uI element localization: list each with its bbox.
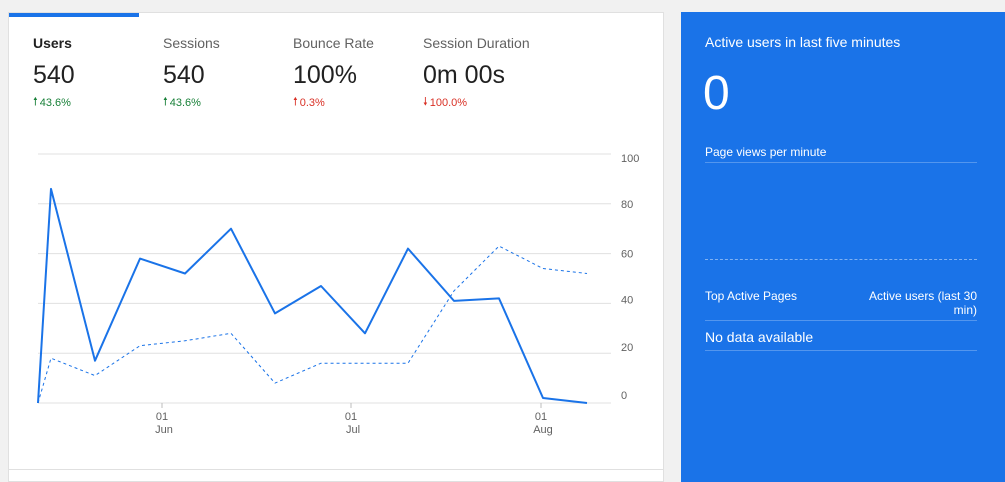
card-divider xyxy=(8,469,664,470)
metric-change: 🠕 43.6% xyxy=(163,93,220,112)
metric-value: 540 xyxy=(163,61,205,89)
pageviews-label: Page views per minute xyxy=(705,145,827,159)
active-users-count: 0 xyxy=(703,67,730,120)
x-tick-month: Aug xyxy=(533,424,553,436)
realtime-title: Active users in last five minutes xyxy=(705,34,901,50)
table-bottom-divider xyxy=(705,350,977,351)
arrow-up-icon: 🠕 xyxy=(33,96,38,108)
y-tick-label: 100 xyxy=(621,153,639,165)
metric-change: 🠗 100.0% xyxy=(423,93,530,112)
metric-label: Session Duration xyxy=(423,35,530,51)
top-pages-header: Top Active Pages xyxy=(705,289,798,303)
y-tick-label: 40 xyxy=(621,294,633,306)
metric-tab-sessions[interactable]: Sessions 540 🠕 43.6% xyxy=(163,35,220,112)
previous-period-line xyxy=(37,245,588,404)
audience-overview-card: Users 540 🠕 43.6% Sessions 540 🠕 43.6% B… xyxy=(8,12,664,482)
active-users-header: Active users (last 30 min) xyxy=(868,289,977,317)
metric-label: Sessions xyxy=(163,35,220,51)
metric-change-value: 100.0% xyxy=(429,96,468,109)
metric-tab-users[interactable]: Users 540 🠕 43.6% xyxy=(33,35,75,112)
metric-change: 🠕 43.6% xyxy=(33,93,75,112)
x-tick-day: 01 xyxy=(156,411,168,423)
realtime-card: Active users in last five minutes 0 Page… xyxy=(681,12,1005,482)
current-period-line xyxy=(37,187,588,404)
metric-value: 0m 00s xyxy=(423,61,505,89)
active-tab-indicator xyxy=(9,13,139,17)
metric-label: Users xyxy=(33,35,72,51)
metric-value: 540 xyxy=(33,61,75,89)
metric-value: 100% xyxy=(293,61,357,89)
metric-change: 🠕 0.3% xyxy=(293,93,374,112)
arrow-up-icon: 🠕 xyxy=(163,96,168,108)
no-data-message: No data available xyxy=(705,329,814,345)
metric-change-value: 0.3% xyxy=(299,96,325,109)
metric-tab-session-duration[interactable]: Session Duration 0m 00s 🠗 100.0% xyxy=(423,35,530,112)
arrow-down-icon: 🠗 xyxy=(423,96,428,108)
y-tick-label: 0 xyxy=(621,390,627,402)
table-divider xyxy=(705,320,977,321)
x-tick-month: Jul xyxy=(346,424,360,436)
y-tick-label: 20 xyxy=(621,342,633,354)
pageviews-baseline xyxy=(705,259,977,260)
metric-label: Bounce Rate xyxy=(293,35,374,51)
x-tick-day: 01 xyxy=(535,411,547,423)
metric-change-value: 43.6% xyxy=(169,96,201,109)
y-tick-label: 60 xyxy=(621,249,633,261)
y-tick-label: 80 xyxy=(621,199,633,211)
x-tick-day: 01 xyxy=(345,411,357,423)
metric-change-value: 43.6% xyxy=(39,96,71,109)
metric-tab-bounce-rate[interactable]: Bounce Rate 100% 🠕 0.3% xyxy=(293,35,374,112)
arrow-up-icon: 🠕 xyxy=(293,96,298,108)
x-tick-month: Jun xyxy=(155,424,173,436)
pageviews-divider xyxy=(705,162,977,163)
